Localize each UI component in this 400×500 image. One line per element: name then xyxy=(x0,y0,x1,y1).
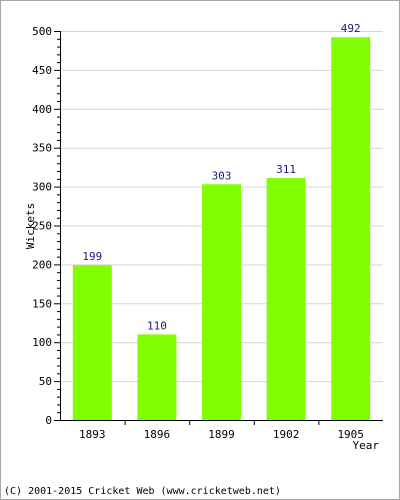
bar-1896 xyxy=(137,334,177,420)
data-label-1893: 199 xyxy=(82,250,102,263)
y-tick-label-400: 400 xyxy=(32,103,52,116)
y-tick-label-0: 0 xyxy=(45,414,52,427)
x-tick-label-1896: 1896 xyxy=(144,428,171,441)
bar-layer xyxy=(72,37,371,420)
y-tick-label-450: 450 xyxy=(32,64,52,77)
y-tick-label-100: 100 xyxy=(32,336,52,349)
minor-tick-layer xyxy=(57,38,60,414)
bar-1902 xyxy=(266,178,306,420)
x-tick-label-1899: 1899 xyxy=(208,428,235,441)
bar-1905 xyxy=(331,37,371,420)
axis-layer xyxy=(54,31,383,425)
bar-1899 xyxy=(202,184,241,420)
x-tick-label-1893: 1893 xyxy=(79,428,106,441)
y-tick-label-150: 150 xyxy=(32,297,52,310)
data-label-1905: 492 xyxy=(341,22,361,35)
copyright-text: (C) 2001-2015 Cricket Web (www.cricketwe… xyxy=(4,486,281,497)
data-label-1902: 311 xyxy=(276,163,296,176)
y-axis-title: Wickets xyxy=(24,203,37,249)
grid-layer xyxy=(60,31,383,383)
y-tick-label-500: 500 xyxy=(32,25,52,38)
y-tick-label-200: 200 xyxy=(32,258,52,271)
y-tick-label-50: 50 xyxy=(39,375,52,388)
data-label-1896: 110 xyxy=(147,319,167,332)
x-tick-label-1902: 1902 xyxy=(273,428,300,441)
y-tick-label-250: 250 xyxy=(32,220,52,233)
bar-1893 xyxy=(72,265,112,420)
x-axis-title: Year xyxy=(353,439,380,452)
x-tick-label-1905: 1905 xyxy=(337,428,364,441)
y-tick-label-350: 350 xyxy=(32,142,52,155)
data-label-1899: 303 xyxy=(212,169,232,182)
label-layer: 0 50 100 150 200 250 300 350 400 450 500 199 1893 110… xyxy=(32,22,364,441)
y-tick-label-300: 300 xyxy=(32,181,52,194)
